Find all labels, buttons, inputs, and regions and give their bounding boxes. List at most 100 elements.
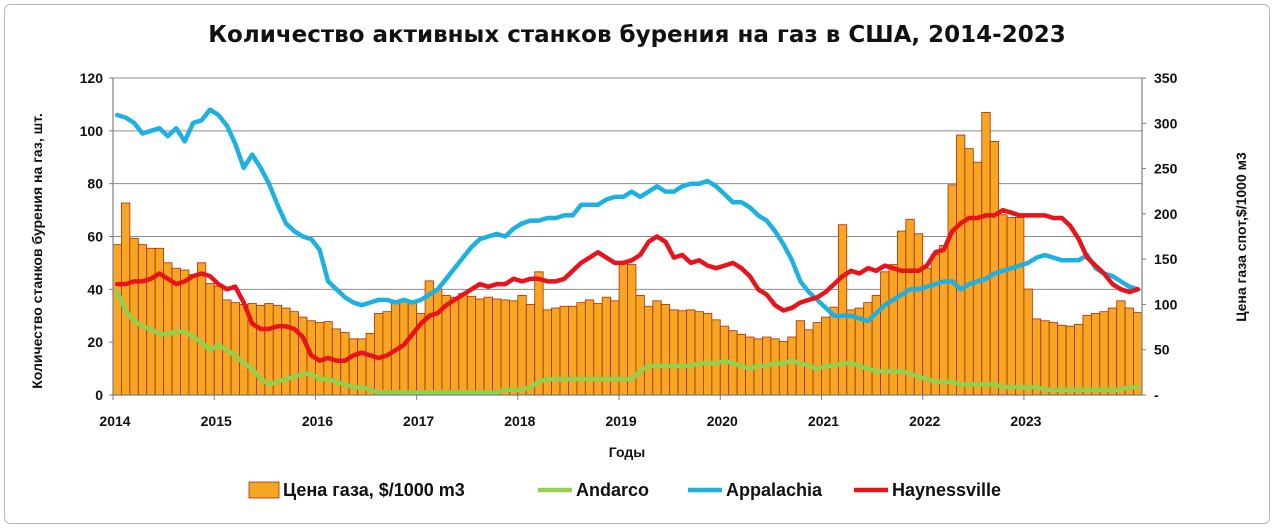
price-bar <box>298 316 308 396</box>
price-bar <box>1107 307 1118 396</box>
y-right-tick-label: 150 <box>1154 251 1178 267</box>
x-tick-label: 2019 <box>605 413 636 429</box>
price-bar <box>146 247 156 396</box>
series-line-haynessville <box>114 207 1141 363</box>
price-bar <box>905 218 915 396</box>
legend-label-andarco: Andarco <box>576 480 649 500</box>
price-bar <box>1057 324 1067 396</box>
price-bar <box>947 184 957 396</box>
price-bar <box>525 304 536 396</box>
price-bar <box>534 271 544 396</box>
price-bar <box>407 300 418 396</box>
price-bar <box>787 336 797 396</box>
price-bar <box>846 309 856 396</box>
x-tick-label: 2021 <box>808 413 839 429</box>
series-line-appalachia <box>114 107 1141 324</box>
price-bar <box>677 310 687 396</box>
price-bar <box>812 322 822 396</box>
y-left-tick-label: 100 <box>80 123 104 139</box>
price-bar <box>669 309 679 396</box>
price-bar <box>154 247 164 396</box>
price-bar <box>956 134 966 396</box>
price-bar <box>449 296 460 396</box>
price-bar <box>837 224 848 396</box>
price-bar <box>475 298 485 396</box>
price-bar <box>939 245 949 396</box>
legend-label-price: Цена газа, $/1000 m3 <box>283 480 465 500</box>
price-bar <box>196 262 207 396</box>
x-tick-label: 2014 <box>99 413 130 429</box>
legend-label-haynessville: Haynessville <box>892 480 1001 500</box>
x-axis-title: Годы <box>609 444 645 460</box>
price-bar <box>821 316 831 396</box>
price-bar <box>112 244 122 396</box>
legend: Цена газа, $/1000 m3 Andarco Appalachia Hay… <box>248 480 1001 500</box>
price-bar <box>635 294 645 396</box>
price-bar <box>643 305 654 396</box>
price-bar <box>1124 307 1134 396</box>
price-bar <box>770 338 780 396</box>
price-bar <box>1090 313 1101 396</box>
price-bar <box>458 293 468 396</box>
price-bar <box>1074 323 1084 396</box>
price-bar <box>1116 300 1126 396</box>
legend-label-appalachia: Appalachia <box>726 480 823 500</box>
y-left-tick-label: 120 <box>80 70 104 86</box>
y-right-tick-label: 50 <box>1154 342 1170 358</box>
price-bar <box>686 309 696 396</box>
price-bar <box>137 244 148 396</box>
x-tick-label: 2018 <box>504 413 535 429</box>
series-line-andarco <box>114 289 1141 395</box>
x-tick-label: 2016 <box>302 413 333 429</box>
price-bar <box>483 296 493 396</box>
price-bar <box>981 112 991 396</box>
x-tick-label: 2015 <box>201 413 232 429</box>
price-bar <box>703 313 713 396</box>
y-right-tick-label: 350 <box>1154 70 1178 86</box>
price-bar <box>795 320 806 396</box>
y-right-tick-label: 250 <box>1154 161 1178 177</box>
price-bar <box>804 329 814 396</box>
price-bar <box>1099 311 1109 396</box>
price-bar <box>1040 320 1050 396</box>
price-bar <box>998 214 1008 396</box>
price-bar <box>930 254 940 396</box>
y-left-tick-label: 60 <box>87 229 103 245</box>
price-bar <box>1023 288 1033 396</box>
price-bar <box>551 307 561 396</box>
price-bar <box>568 305 578 396</box>
price-bar <box>1006 217 1016 396</box>
price-bar <box>694 311 704 396</box>
price-bar <box>880 271 890 396</box>
price-bar <box>618 263 628 396</box>
price-bar <box>433 288 443 396</box>
y-right-tick-label: 100 <box>1154 296 1178 312</box>
price-bar <box>711 319 721 396</box>
price-bar <box>500 299 510 396</box>
y-left-tick-label: 80 <box>87 176 103 192</box>
price-bar <box>964 148 974 396</box>
y-left-axis-title: Количество станков бурения на газ, шт. <box>29 113 45 389</box>
y-right-axis-title: Цена газа спот,$/1000 м3 <box>1233 152 1249 322</box>
price-bar <box>517 294 527 396</box>
y-right-tick-label: - <box>1154 387 1159 403</box>
price-bar <box>509 300 519 396</box>
price-bar <box>652 300 662 396</box>
price-bar <box>289 311 299 396</box>
y-left-tick-label: 40 <box>87 281 103 297</box>
chart-title: Количество активных станков бурения на г… <box>208 22 1066 48</box>
price-bar <box>492 298 502 396</box>
price-bar <box>205 283 215 396</box>
axes <box>109 77 1146 400</box>
price-bar <box>1048 322 1059 396</box>
y-right-tick-label: 300 <box>1154 115 1178 131</box>
price-bar <box>1015 217 1025 396</box>
price-bar <box>1082 314 1092 396</box>
price-bars <box>112 112 1143 396</box>
price-bar <box>1065 325 1075 396</box>
price-bar <box>374 313 384 396</box>
y-left-tick-label: 0 <box>95 387 103 403</box>
tick-labels: 0 20 40 60 80 100 120 - 50 100 150 200 250 300 350 2014… <box>80 70 1178 429</box>
x-tick-label: 2022 <box>909 413 940 429</box>
